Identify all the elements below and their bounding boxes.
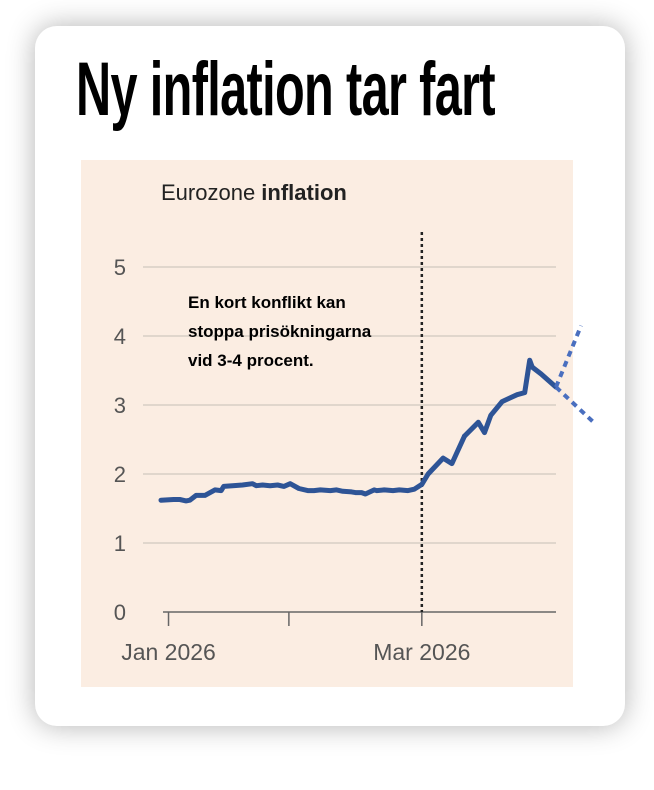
annotation-text: En kort konflikt kan stoppa prisökningarn… [188, 293, 372, 370]
headline: Ny inflation tar fart [76, 47, 496, 132]
y-tick-label: 4 [114, 324, 126, 349]
y-tick-label: 1 [114, 531, 126, 556]
scenario-dotted-line [554, 385, 595, 424]
series-line-continued [529, 364, 559, 390]
annotation-line: stoppa prisökningarna [188, 322, 372, 341]
annotation-line: vid 3-4 procent. [188, 351, 314, 370]
y-tick-label: 5 [114, 255, 126, 280]
y-tick-label: 0 [114, 600, 126, 625]
line-chart: Eurozone inflation 0 1 2 3 4 5 Jan 2026 Mar 20… [114, 180, 595, 665]
y-tick-label: 3 [114, 393, 126, 418]
x-tick-label: Mar 2026 [373, 639, 470, 665]
chart-title-regular: Eurozone [161, 180, 261, 205]
gridlines [143, 266, 556, 613]
annotation-line: En kort konflikt kan [188, 293, 346, 312]
y-axis: 0 1 2 3 4 5 [114, 255, 126, 625]
chart-title-bold: inflation [261, 180, 347, 205]
scenario-dotted-line [554, 324, 583, 388]
series-line-continued [462, 357, 535, 439]
y-tick-label: 2 [114, 462, 126, 487]
series-line [158, 433, 467, 504]
series-lines [158, 324, 595, 504]
x-axis: Jan 2026 Mar 2026 [121, 612, 470, 665]
chart-title: Eurozone inflation [161, 180, 347, 205]
chart-panel: Eurozone inflation 0 1 2 3 4 5 Jan 2026 Mar 20… [81, 160, 595, 687]
x-tick-label: Jan 2026 [121, 639, 216, 665]
